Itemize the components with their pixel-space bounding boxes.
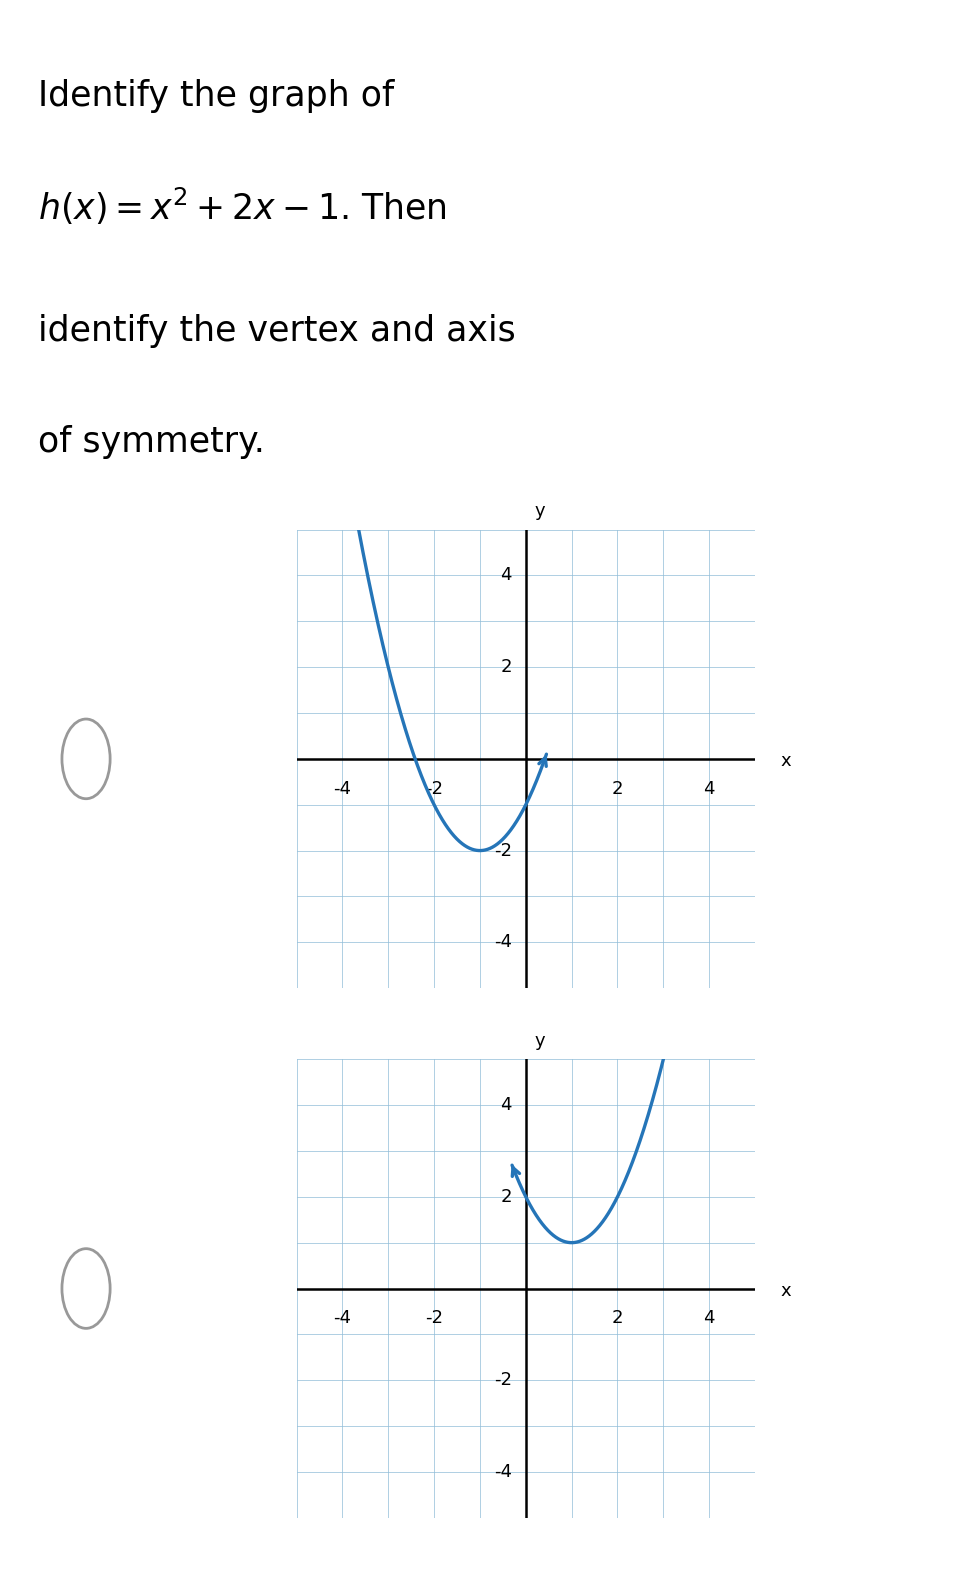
Text: y: y (534, 503, 545, 520)
Text: 4: 4 (704, 779, 715, 797)
Text: -2: -2 (425, 779, 443, 797)
Text: Identify the graph of: Identify the graph of (38, 79, 395, 114)
Text: $h(x) = x^2 + 2x - 1$. Then: $h(x) = x^2 + 2x - 1$. Then (38, 187, 447, 228)
Text: x: x (780, 1282, 791, 1300)
Text: -4: -4 (494, 1462, 512, 1481)
Text: 2: 2 (612, 1309, 623, 1326)
Text: y: y (534, 1032, 545, 1050)
Text: 2: 2 (501, 658, 512, 677)
Text: 4: 4 (704, 1309, 715, 1326)
Text: x: x (780, 753, 791, 770)
Text: -2: -2 (425, 1309, 443, 1326)
Text: -4: -4 (494, 933, 512, 952)
Text: -4: -4 (334, 779, 352, 797)
Text: identify the vertex and axis: identify the vertex and axis (38, 315, 516, 348)
Text: of symmetry.: of symmetry. (38, 425, 265, 458)
Text: 2: 2 (612, 779, 623, 797)
Text: -4: -4 (334, 1309, 352, 1326)
Text: 4: 4 (501, 566, 512, 585)
Text: 2: 2 (501, 1187, 512, 1206)
Text: -2: -2 (494, 841, 512, 860)
Text: -2: -2 (494, 1371, 512, 1390)
Text: 4: 4 (501, 1096, 512, 1115)
